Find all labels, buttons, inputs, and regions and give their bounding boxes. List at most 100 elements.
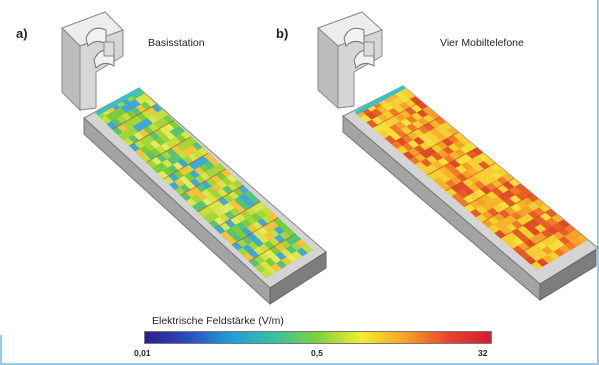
field-cell (517, 233, 530, 243)
field-cell (539, 204, 551, 213)
field-cell (196, 200, 208, 210)
field-cell (404, 99, 417, 108)
field-cell (246, 224, 258, 233)
field-cell (394, 113, 406, 122)
field-cell (452, 132, 465, 141)
field-cell (262, 215, 274, 224)
field-cell (403, 91, 416, 100)
field-cell (520, 188, 533, 197)
field-cell (552, 222, 564, 232)
field-cell (393, 105, 406, 114)
field-cell (268, 229, 280, 238)
field-cell (422, 106, 434, 115)
field-cell (197, 147, 209, 156)
field-cell (559, 244, 571, 254)
field-cell (175, 134, 187, 143)
legend-tick-mid: 0,5 (311, 348, 323, 358)
field-cell (486, 199, 499, 208)
field-cell (233, 188, 245, 197)
field-cell (490, 171, 503, 180)
field-cell (472, 155, 484, 165)
field-cell (372, 124, 384, 134)
field-cell (435, 124, 447, 134)
field-cell (424, 139, 437, 148)
field-cell (377, 113, 389, 122)
field-cell (499, 218, 512, 227)
field-cell (457, 198, 470, 207)
field-cell (226, 174, 238, 183)
field-cell (471, 147, 484, 156)
room-wall (197, 184, 244, 213)
field-cell (135, 96, 146, 105)
field-cell (425, 147, 438, 156)
field-cell (219, 222, 231, 231)
field-cell (488, 224, 500, 234)
field-cell (166, 148, 177, 157)
field-cell (193, 158, 205, 167)
field-cell (180, 192, 192, 201)
field-cell (392, 96, 405, 106)
field-cell (200, 172, 211, 181)
field-cell (411, 120, 424, 129)
field-cell (224, 219, 236, 228)
field-cell (551, 214, 564, 223)
field-cell (100, 115, 112, 124)
field-cell (200, 180, 212, 190)
field-cell (448, 143, 460, 152)
field-cell (496, 176, 509, 185)
field-cell (180, 131, 192, 140)
field-cell (441, 130, 453, 139)
field-cell (522, 213, 535, 223)
field-cell (478, 169, 491, 178)
field-cell (564, 233, 577, 242)
field-cell (400, 126, 413, 135)
field-cell (419, 150, 432, 159)
field-cell (254, 255, 265, 264)
field-cell (469, 208, 482, 218)
field-cell (540, 229, 553, 238)
field-cell (263, 232, 275, 241)
field-cell (255, 201, 267, 210)
field-cell (163, 115, 174, 124)
field-cell (388, 107, 400, 117)
field-cell (481, 202, 493, 211)
field-cell (431, 152, 444, 161)
field-cell (203, 152, 215, 162)
field-cell (570, 229, 582, 239)
field-cell (429, 127, 442, 137)
field-cell (449, 159, 462, 169)
field-cell (184, 181, 196, 190)
field-cell (541, 237, 554, 247)
color-scale-bar (144, 331, 492, 344)
panel-b-stair-tower (343, 27, 375, 69)
field-cell (231, 241, 243, 251)
field-cell (248, 258, 260, 267)
field-cell (153, 128, 165, 138)
field-cell (265, 257, 276, 267)
field-cell (405, 115, 418, 124)
field-cell (433, 177, 445, 186)
field-cell (251, 221, 263, 230)
field-cell (176, 142, 187, 151)
field-cell (278, 223, 290, 232)
field-cell (229, 208, 241, 217)
field-cell (212, 200, 224, 209)
field-cell (558, 227, 571, 237)
field-cell (168, 173, 180, 182)
field-cell (144, 134, 155, 143)
field-cell (210, 166, 221, 175)
field-cell (156, 153, 167, 163)
field-cell (139, 145, 151, 155)
field-cell (487, 216, 500, 225)
field-cell (145, 151, 157, 160)
field-cell (376, 105, 389, 114)
field-cell (530, 261, 543, 270)
field-cell (371, 116, 384, 125)
field-cell (545, 209, 558, 218)
field-cell (269, 246, 281, 255)
field-cell (148, 123, 159, 132)
field-cell (285, 236, 297, 246)
panel-b-window-strip (355, 85, 405, 115)
field-cell (409, 96, 422, 105)
field-cell (173, 170, 185, 179)
